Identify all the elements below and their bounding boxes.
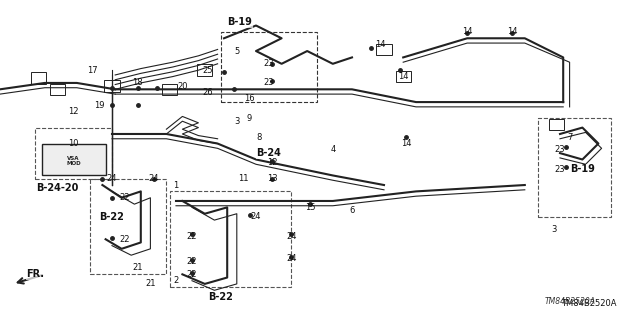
Bar xyxy=(50,84,65,95)
Text: 24: 24 xyxy=(286,232,296,241)
Text: 23: 23 xyxy=(264,78,274,87)
Text: 22: 22 xyxy=(187,270,197,279)
Text: 7: 7 xyxy=(567,133,572,142)
Text: 11: 11 xyxy=(238,174,248,183)
Text: 1: 1 xyxy=(173,181,179,189)
Text: 21: 21 xyxy=(132,263,143,272)
Text: 10: 10 xyxy=(68,139,79,148)
Bar xyxy=(197,64,212,76)
Text: 13: 13 xyxy=(267,174,277,183)
Text: 24: 24 xyxy=(107,174,117,183)
Text: 25: 25 xyxy=(203,66,213,75)
Text: 22: 22 xyxy=(187,232,197,241)
Text: B-22: B-22 xyxy=(100,212,124,222)
Text: B-19: B-19 xyxy=(228,17,252,27)
Text: 17: 17 xyxy=(88,66,98,75)
Bar xyxy=(170,191,291,287)
Text: 18: 18 xyxy=(132,78,143,87)
Bar xyxy=(396,71,411,82)
Text: 2: 2 xyxy=(173,276,179,285)
Bar xyxy=(376,44,392,55)
Text: 26: 26 xyxy=(203,88,213,97)
Text: 6: 6 xyxy=(349,206,355,215)
Bar xyxy=(35,128,112,179)
Text: 14: 14 xyxy=(398,72,408,81)
Text: 14: 14 xyxy=(462,27,472,36)
Text: 8: 8 xyxy=(257,133,262,142)
Text: TM84B2520A: TM84B2520A xyxy=(544,297,595,306)
Bar xyxy=(31,72,46,84)
Bar xyxy=(221,32,317,102)
Text: 24: 24 xyxy=(148,174,159,183)
Text: B-24: B-24 xyxy=(257,148,281,158)
Bar xyxy=(42,144,106,175)
Bar xyxy=(90,179,166,274)
Bar xyxy=(104,80,120,92)
Bar xyxy=(162,84,177,95)
Text: 24: 24 xyxy=(251,212,261,221)
Text: 23: 23 xyxy=(264,59,274,68)
Text: 14: 14 xyxy=(401,139,412,148)
Bar xyxy=(538,118,611,217)
Text: 22: 22 xyxy=(187,257,197,266)
Text: 12: 12 xyxy=(267,158,277,167)
Text: VSA
MOD: VSA MOD xyxy=(67,156,81,167)
Text: 12: 12 xyxy=(68,107,79,116)
Text: 4: 4 xyxy=(330,145,335,154)
Text: 5: 5 xyxy=(234,47,239,56)
Text: 22: 22 xyxy=(120,193,130,202)
Text: TM84B2520A: TM84B2520A xyxy=(561,299,616,308)
Text: 3: 3 xyxy=(551,225,556,234)
Text: 23: 23 xyxy=(555,165,565,174)
Text: 24: 24 xyxy=(286,254,296,263)
Text: 20: 20 xyxy=(177,82,188,91)
Text: B-22: B-22 xyxy=(209,292,233,302)
Text: 9: 9 xyxy=(247,114,252,122)
Text: 3: 3 xyxy=(234,117,239,126)
Text: 14: 14 xyxy=(507,27,517,36)
Text: 14: 14 xyxy=(376,40,386,49)
Text: 19: 19 xyxy=(94,101,104,110)
Text: 23: 23 xyxy=(555,145,565,154)
Text: FR.: FR. xyxy=(26,269,44,279)
Text: 22: 22 xyxy=(120,235,130,244)
Text: 21: 21 xyxy=(145,279,156,288)
Text: B-24-20: B-24-20 xyxy=(36,183,79,193)
Text: 16: 16 xyxy=(244,94,255,103)
Text: B-19: B-19 xyxy=(570,164,595,174)
Bar xyxy=(549,119,564,130)
Text: 15: 15 xyxy=(305,203,316,212)
